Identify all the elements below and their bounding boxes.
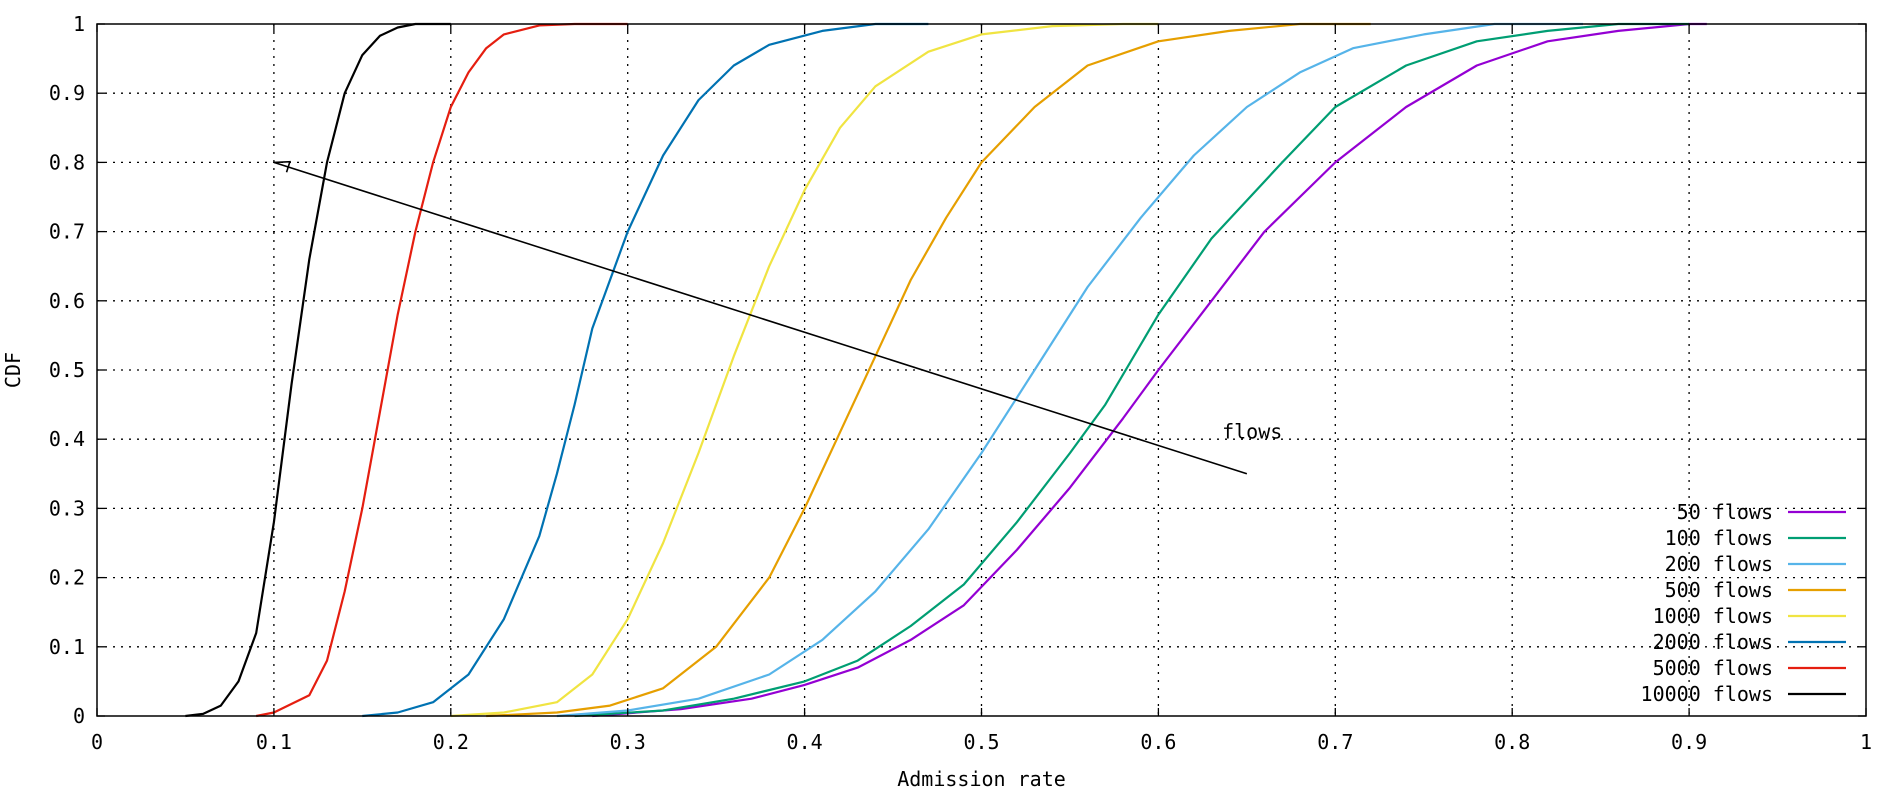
series-line-10000-flows xyxy=(185,22,451,718)
legend-label: 500 flows xyxy=(1665,578,1773,602)
series-line-100-flows xyxy=(574,22,1690,718)
legend-label: 2000 flows xyxy=(1653,630,1773,654)
series-line-500-flows xyxy=(486,22,1371,718)
tick-layer: 0 0.1 0.2 0.3 0.4 0.5 0.6 0.7 0.8 0.9 1 0 0.1 0.2 0.3 0… xyxy=(49,12,1872,754)
y-tick-label: 0.2 xyxy=(49,566,85,590)
annotation-layer: flows xyxy=(273,160,1282,475)
y-axis-label: CDF xyxy=(1,352,25,388)
y-tick-label: 0.9 xyxy=(49,81,85,105)
series-layer xyxy=(185,22,1707,718)
x-axis-label: Admission rate xyxy=(897,767,1066,791)
x-tick-label: 0.5 xyxy=(963,730,999,754)
y-tick-label: 0.1 xyxy=(49,635,85,659)
y-tick-label: 0 xyxy=(73,704,85,728)
x-tick-label: 0 xyxy=(91,730,103,754)
annotation-arrow-head xyxy=(273,160,291,173)
x-tick-label: 1 xyxy=(1860,730,1872,754)
annotation-arrow-line xyxy=(273,161,1248,475)
y-tick-label: 0.3 xyxy=(49,496,85,520)
x-tick-label: 0.9 xyxy=(1671,730,1707,754)
series-line-5000-flows xyxy=(255,22,628,718)
annotation-label: flows xyxy=(1222,419,1282,443)
y-tick-label: 0.4 xyxy=(49,427,85,451)
x-tick-label: 0.4 xyxy=(787,730,823,754)
legend-label: 200 flows xyxy=(1665,552,1773,576)
grid-layer xyxy=(97,24,1866,716)
x-tick-label: 0.2 xyxy=(433,730,469,754)
legend-label: 10000 flows xyxy=(1641,682,1773,706)
series-line-2000-flows xyxy=(362,22,929,718)
y-tick-label: 0.8 xyxy=(49,150,85,174)
legend-label: 5000 flows xyxy=(1653,656,1773,680)
legend-label: 50 flows xyxy=(1677,500,1773,524)
series-line-200-flows xyxy=(556,22,1583,718)
legend-label: 1000 flows xyxy=(1653,604,1773,628)
y-tick-label: 0.7 xyxy=(49,220,85,244)
x-tick-label: 0.6 xyxy=(1140,730,1176,754)
x-tick-label: 0.8 xyxy=(1494,730,1530,754)
x-tick-label: 0.7 xyxy=(1317,730,1353,754)
y-tick-label: 0.6 xyxy=(49,289,85,313)
y-tick-label: 1 xyxy=(73,12,85,36)
series-line-1000-flows xyxy=(450,22,1159,718)
x-tick-label: 0.1 xyxy=(256,730,292,754)
y-tick-label: 0.5 xyxy=(49,358,85,382)
series-line-50-flows xyxy=(592,22,1707,718)
x-tick-label: 0.3 xyxy=(610,730,646,754)
legend-label: 100 flows xyxy=(1665,526,1773,550)
